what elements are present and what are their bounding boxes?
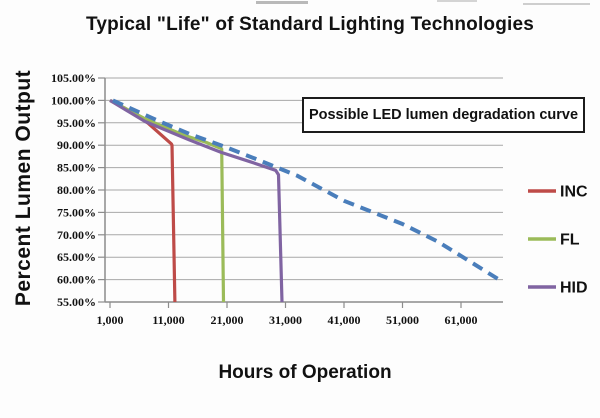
legend-label-hid: HID <box>560 280 588 297</box>
legend-label-fl: FL <box>560 232 580 249</box>
y-tick-label: 100.00% <box>51 93 96 107</box>
chart-title: Typical "Life" of Standard Lighting Tech… <box>85 14 535 35</box>
y-tick-label: 65.00% <box>57 250 96 264</box>
y-tick-label: 55.00% <box>57 295 96 309</box>
x-tick-label: 11,000 <box>152 313 184 327</box>
led-annotation-text: Possible LED lumen degradation curve <box>308 107 579 123</box>
series-line-fl <box>109 98 226 303</box>
led-annotation-box: Possible LED lumen degradation curve <box>302 97 585 133</box>
series-line-led <box>112 98 501 282</box>
x-tick-label: 1,000 <box>97 313 124 327</box>
cropped-text-artifact <box>437 0 477 2</box>
x-tick-label: 31,000 <box>269 313 302 327</box>
y-tick-label: 105.00% <box>51 71 96 85</box>
x-tick-label: 41,000 <box>328 313 361 327</box>
cropped-text-artifact <box>256 1 308 4</box>
y-tick-label: 85.00% <box>57 161 96 175</box>
y-tick-label: 95.00% <box>57 116 96 130</box>
cropped-text-artifact <box>523 3 590 5</box>
x-tick-label: 51,000 <box>386 313 419 327</box>
y-tick-label: 90.00% <box>57 138 96 152</box>
y-tick-label: 80.00% <box>57 183 96 197</box>
y-tick-label: 75.00% <box>57 205 96 219</box>
legend-label-inc: INC <box>560 184 588 201</box>
y-tick-label: 70.00% <box>57 228 96 242</box>
series-line-hid <box>109 99 284 303</box>
y-tick-label: 60.00% <box>57 273 96 287</box>
x-axis-title: Hours of Operation <box>218 362 392 383</box>
x-tick-label: 21,000 <box>211 313 244 327</box>
x-tick-label: 61,000 <box>445 313 478 327</box>
